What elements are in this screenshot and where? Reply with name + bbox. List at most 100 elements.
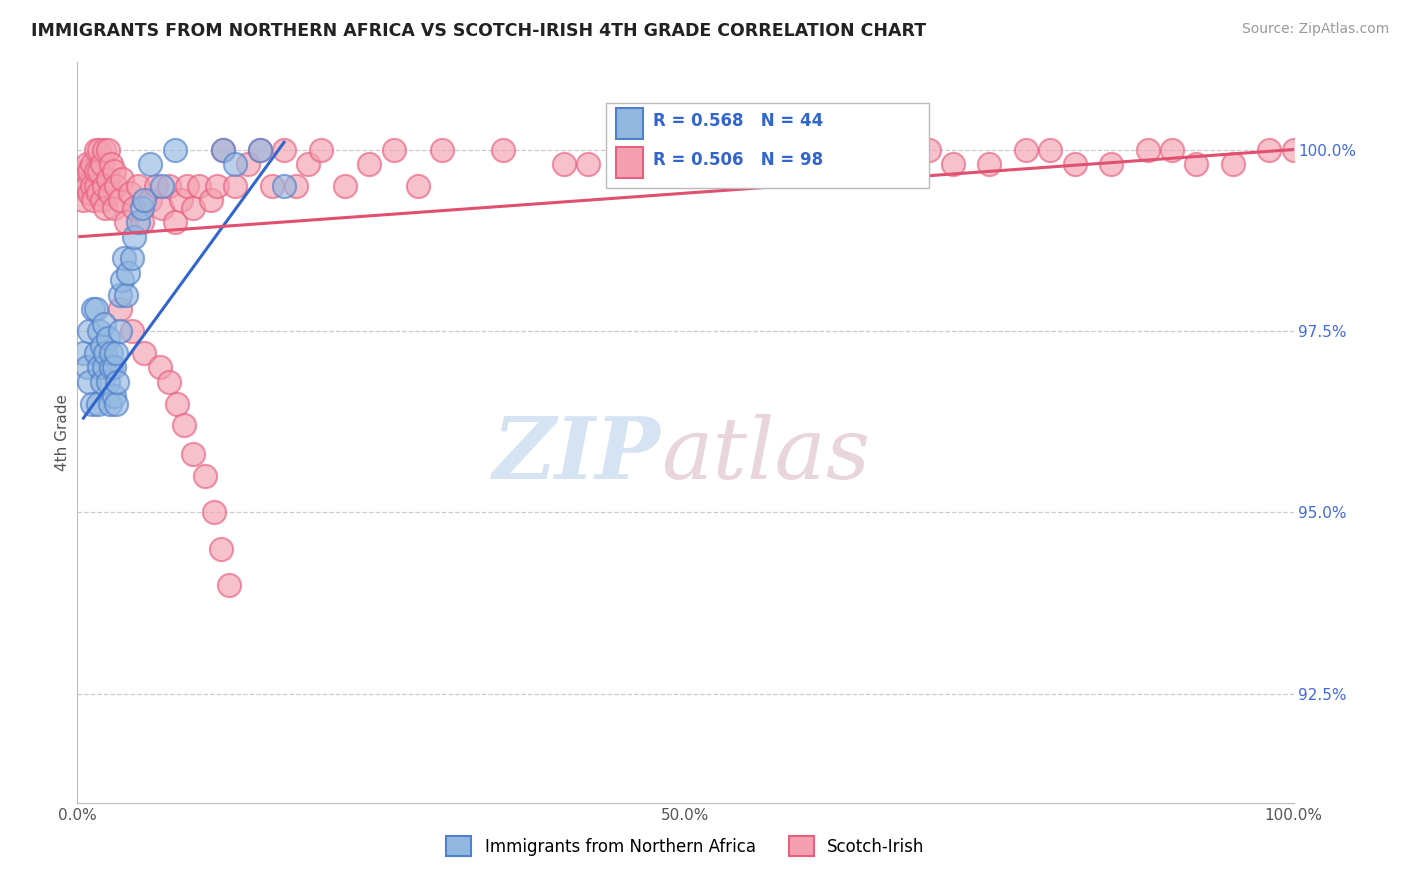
Point (97, 143, 120, 157)
Point (100, 360, 122, 375)
Point (117, 266, 139, 280)
Point (163, 215, 186, 229)
Point (80, 396, 103, 410)
Point (134, 194, 156, 208)
Point (273, 178, 295, 193)
Point (84, 345, 107, 359)
Y-axis label: 4th Grade: 4th Grade (55, 394, 70, 471)
Point (218, 578, 240, 592)
Point (152, 178, 174, 193)
Point (699, 157, 721, 171)
Point (163, 143, 186, 157)
Point (942, 157, 965, 171)
Point (176, 178, 198, 193)
Point (82, 194, 104, 208)
Point (89, 360, 111, 375)
Point (112, 252, 135, 266)
Point (111, 171, 134, 186)
Point (98, 186, 121, 200)
Point (260, 178, 283, 193)
Point (121, 324, 143, 338)
Point (103, 164, 125, 178)
Point (309, 143, 332, 157)
Point (285, 178, 308, 193)
Point (97, 171, 120, 186)
Point (108, 324, 131, 338)
Point (576, 157, 599, 171)
Point (94, 345, 117, 359)
Point (166, 396, 188, 410)
Point (127, 178, 149, 193)
Point (139, 194, 162, 208)
Point (84, 302, 107, 317)
Point (103, 389, 125, 403)
Point (675, 157, 697, 171)
Point (212, 143, 235, 157)
Point (87, 186, 110, 200)
Point (194, 469, 217, 483)
Point (202, 506, 225, 520)
Point (111, 273, 134, 287)
Point (79, 164, 101, 178)
Point (209, 541, 232, 556)
Point (650, 143, 672, 157)
Point (918, 143, 941, 157)
FancyBboxPatch shape (606, 103, 929, 188)
Point (131, 215, 153, 229)
Point (72, 345, 94, 359)
Point (124, 201, 146, 215)
Point (382, 143, 405, 157)
Point (181, 447, 204, 461)
Point (224, 178, 246, 193)
Point (893, 143, 915, 157)
Point (613, 143, 636, 157)
FancyBboxPatch shape (616, 108, 643, 139)
Point (772, 143, 794, 157)
Point (152, 201, 174, 215)
Point (90, 157, 112, 171)
Point (84, 164, 107, 178)
Point (333, 178, 356, 193)
Point (1282, 143, 1305, 157)
Point (105, 178, 128, 193)
Point (108, 287, 131, 301)
Text: Source: ZipAtlas.com: Source: ZipAtlas.com (1241, 22, 1389, 37)
Point (170, 194, 193, 208)
Point (90, 194, 112, 208)
Text: IMMIGRANTS FROM NORTHERN AFRICA VS SCOTCH-IRISH 4TH GRADE CORRELATION CHART: IMMIGRANTS FROM NORTHERN AFRICA VS SCOTC… (31, 22, 927, 40)
Point (131, 201, 153, 215)
Point (73, 164, 96, 178)
Point (796, 143, 818, 157)
Point (80, 157, 103, 171)
Point (93, 317, 115, 331)
Point (492, 143, 515, 157)
Point (273, 143, 295, 157)
Point (76, 360, 98, 375)
Point (90, 375, 112, 389)
Point (69, 178, 91, 193)
Text: R = 0.506   N = 98: R = 0.506 N = 98 (652, 152, 823, 169)
Point (82, 302, 104, 317)
Point (105, 396, 128, 410)
Text: ZIP: ZIP (494, 413, 661, 497)
Point (157, 178, 180, 193)
Point (94, 201, 117, 215)
Point (103, 201, 125, 215)
Point (107, 375, 129, 389)
Point (188, 178, 211, 193)
Point (103, 360, 125, 375)
Point (80, 178, 103, 193)
Point (84, 143, 107, 157)
Point (79, 375, 101, 389)
Point (127, 215, 149, 229)
Point (76, 157, 98, 171)
Point (979, 157, 1001, 171)
Point (173, 418, 195, 433)
Point (98, 396, 121, 410)
Point (359, 157, 381, 171)
Point (205, 178, 228, 193)
Point (1185, 157, 1208, 171)
Point (89, 143, 111, 157)
Point (72, 194, 94, 208)
Point (249, 143, 271, 157)
